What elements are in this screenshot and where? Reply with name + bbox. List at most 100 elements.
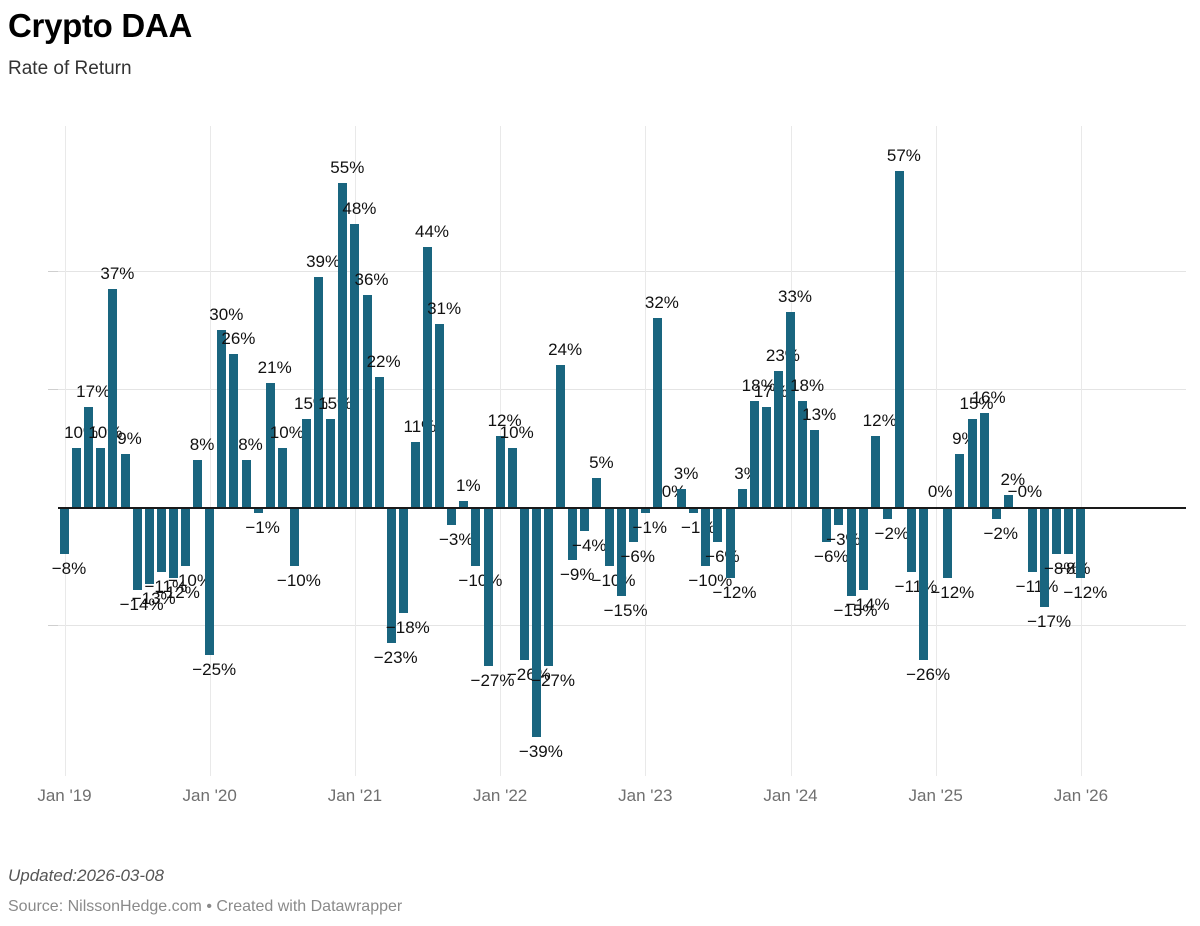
- bar[interactable]: [556, 365, 566, 507]
- bar[interactable]: [725, 507, 735, 578]
- bar[interactable]: [1003, 495, 1013, 507]
- year-gridline: [209, 126, 211, 776]
- bar[interactable]: [870, 436, 880, 507]
- bar[interactable]: [1040, 507, 1050, 608]
- bar-value-label: −4%: [572, 535, 607, 555]
- bar[interactable]: [894, 170, 904, 507]
- bar-value-label: −25%: [192, 659, 237, 679]
- bar[interactable]: [689, 507, 699, 513]
- bar[interactable]: [531, 507, 541, 738]
- bar[interactable]: [423, 247, 432, 507]
- bar[interactable]: [798, 400, 808, 507]
- bar[interactable]: [302, 418, 311, 507]
- bar[interactable]: [398, 507, 408, 614]
- bar[interactable]: [120, 453, 130, 507]
- bar[interactable]: [834, 507, 844, 525]
- bar[interactable]: [749, 400, 759, 507]
- bar[interactable]: [410, 442, 420, 507]
- bar[interactable]: [568, 507, 578, 561]
- bar[interactable]: [943, 507, 953, 578]
- bar[interactable]: [677, 489, 687, 507]
- bar[interactable]: [519, 507, 529, 661]
- bar[interactable]: [144, 507, 154, 584]
- bar[interactable]: [544, 507, 553, 667]
- bar[interactable]: [628, 507, 638, 543]
- bar[interactable]: [483, 507, 493, 667]
- bar[interactable]: [471, 507, 481, 566]
- bar[interactable]: [580, 507, 590, 531]
- bar[interactable]: [314, 276, 324, 507]
- bar[interactable]: [967, 418, 977, 507]
- bar[interactable]: [1064, 507, 1074, 555]
- bar-value-label: 24%: [548, 340, 583, 360]
- bar[interactable]: [132, 507, 142, 590]
- bar[interactable]: [1028, 507, 1037, 572]
- bar[interactable]: [362, 294, 372, 507]
- bar[interactable]: [991, 507, 1001, 519]
- bar[interactable]: [326, 418, 336, 507]
- bar[interactable]: [846, 507, 856, 596]
- bar[interactable]: [168, 507, 178, 578]
- bar[interactable]: [737, 489, 747, 507]
- bar[interactable]: [265, 383, 275, 507]
- bar[interactable]: [773, 371, 783, 507]
- bar-value-label: −26%: [906, 665, 951, 685]
- bar-value-label: 0%: [927, 482, 953, 501]
- bar[interactable]: [84, 406, 94, 507]
- bar[interactable]: [217, 330, 227, 507]
- bar-value-label: −1%: [632, 517, 668, 537]
- bar[interactable]: [253, 507, 263, 513]
- bar[interactable]: [435, 324, 445, 507]
- bar[interactable]: [713, 507, 723, 543]
- bar-value-label: 23%: [765, 346, 800, 366]
- bar-value-label: −10%: [591, 571, 636, 590]
- bar[interactable]: [822, 507, 832, 543]
- bar[interactable]: [447, 507, 457, 525]
- bar[interactable]: [193, 459, 203, 507]
- bar[interactable]: [205, 507, 215, 655]
- x-axis-label: Jan '26: [1053, 786, 1109, 805]
- bar[interactable]: [652, 318, 662, 507]
- bar[interactable]: [979, 412, 989, 507]
- bar[interactable]: [338, 182, 348, 507]
- bar[interactable]: [386, 507, 396, 643]
- bar-value-label: −8%: [1056, 559, 1091, 579]
- y-axis-tick-mark: [48, 389, 58, 390]
- bar[interactable]: [507, 448, 517, 507]
- bar[interactable]: [277, 448, 287, 507]
- bar-value-label: −8%: [51, 559, 87, 579]
- bar[interactable]: [955, 453, 965, 507]
- bar[interactable]: [350, 223, 360, 507]
- bar[interactable]: [786, 312, 795, 507]
- bar-value-label: −15%: [833, 600, 878, 620]
- bar[interactable]: [1052, 507, 1062, 555]
- bar[interactable]: [604, 507, 614, 566]
- bar[interactable]: [907, 507, 916, 572]
- bar[interactable]: [882, 507, 892, 519]
- bar[interactable]: [616, 507, 626, 596]
- bar-value-label: −27%: [531, 671, 575, 691]
- bar[interactable]: [495, 436, 505, 507]
- bar[interactable]: [810, 430, 820, 507]
- bar-value-label: 15%: [959, 393, 994, 413]
- bar[interactable]: [374, 377, 384, 507]
- bar[interactable]: [181, 507, 190, 566]
- gridline: [58, 271, 1186, 272]
- bar[interactable]: [701, 507, 711, 566]
- bar[interactable]: [592, 477, 602, 507]
- bar[interactable]: [289, 507, 299, 566]
- bar-value-label: −12%: [712, 582, 757, 602]
- bar[interactable]: [60, 507, 69, 555]
- bar[interactable]: [919, 507, 929, 661]
- bar[interactable]: [761, 406, 771, 507]
- bar[interactable]: [156, 507, 166, 572]
- bar[interactable]: [459, 501, 469, 507]
- bar[interactable]: [96, 448, 106, 507]
- bar[interactable]: [229, 353, 239, 507]
- bar[interactable]: [72, 448, 82, 507]
- bar[interactable]: [640, 507, 650, 513]
- bar[interactable]: [858, 507, 868, 590]
- bar[interactable]: [1076, 507, 1086, 578]
- bar[interactable]: [108, 288, 118, 507]
- bar[interactable]: [241, 459, 251, 507]
